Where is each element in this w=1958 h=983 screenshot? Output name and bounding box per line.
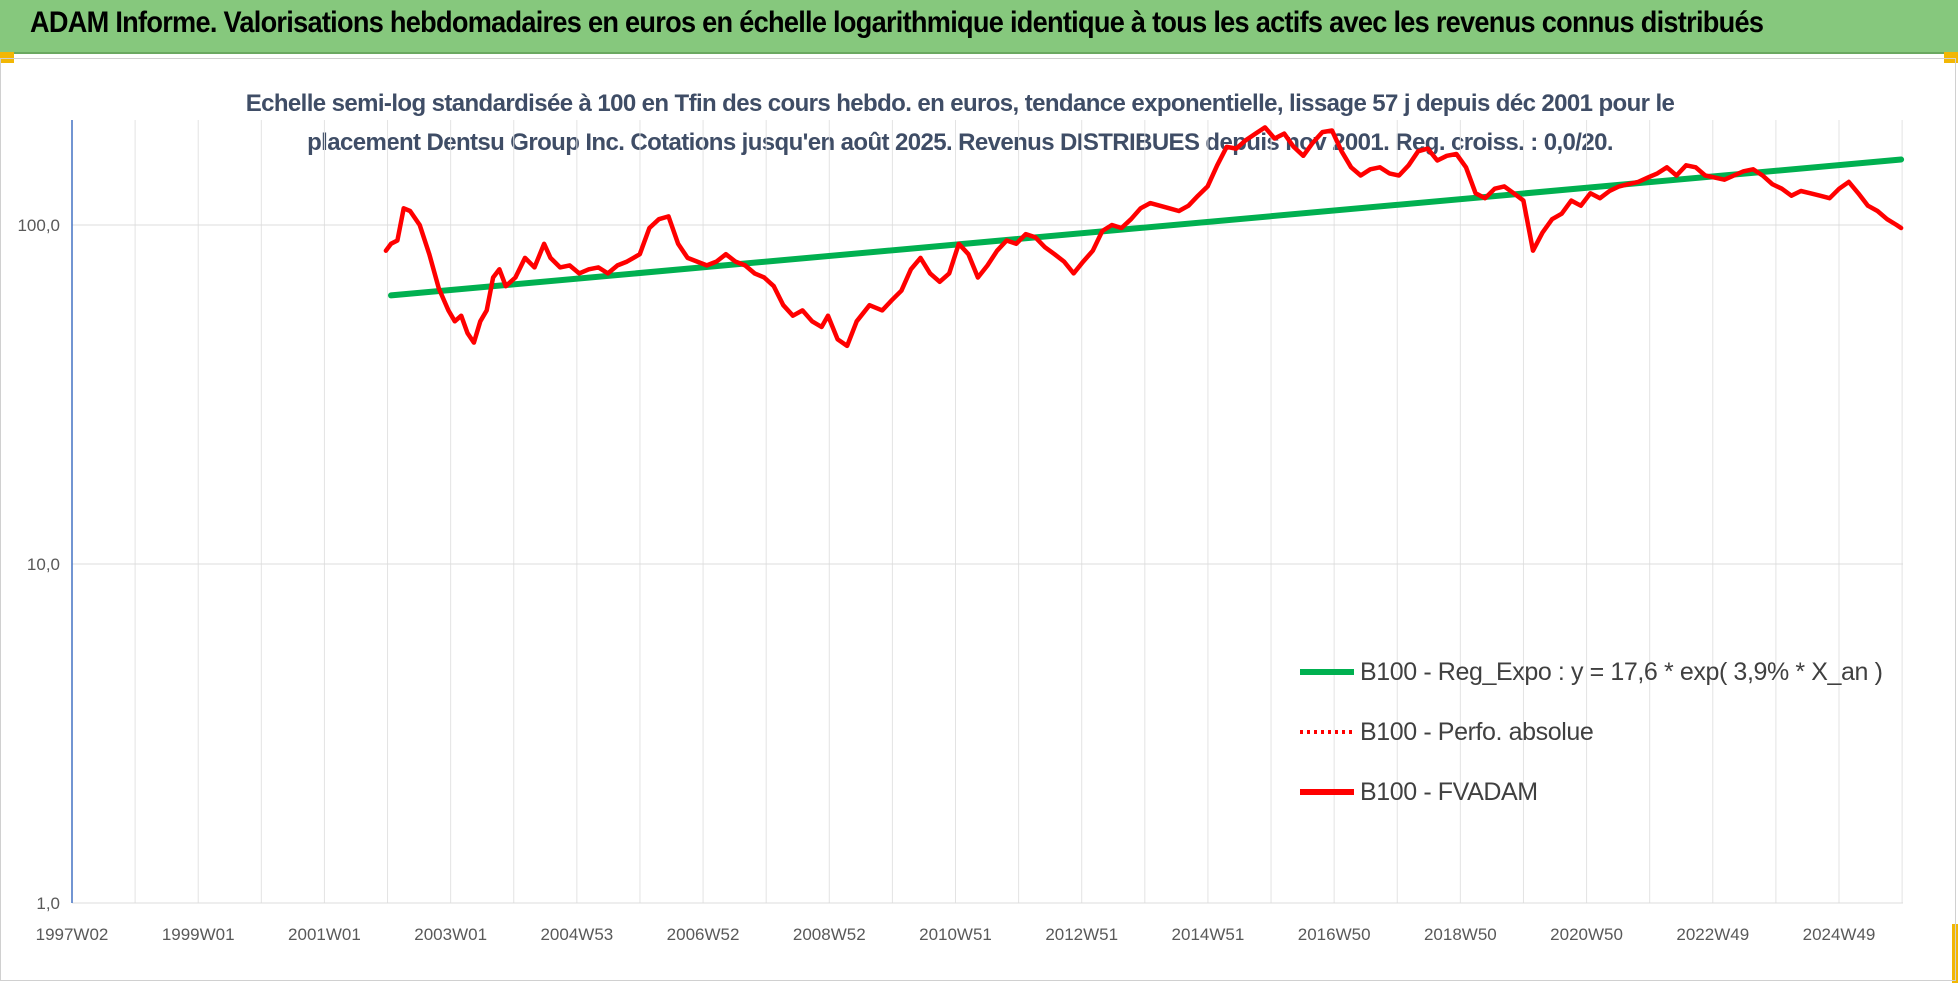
chart-subtitle: Echelle semi-log standardisée à 100 en T… (150, 84, 1770, 162)
x-tick-label: 2008W52 (793, 925, 866, 944)
title-bar: ADAM Informe. Valorisations hebdomadaire… (0, 0, 1958, 54)
corner-marker-top-right (1944, 52, 1958, 63)
legend-label-regression: B100 - Reg_Expo : y = 17,6 * exp( 3,9% *… (1360, 658, 1883, 686)
x-tick-label: 2004W53 (540, 925, 613, 944)
chart-subtitle-line-2: placement Dentsu Group Inc. Cotations ju… (307, 129, 1613, 156)
y-tick-label: 100,0 (17, 216, 60, 235)
x-tick-label: 2016W50 (1298, 925, 1371, 944)
legend-item-regression: B100 - Reg_Expo : y = 17,6 * exp( 3,9% *… (1298, 650, 1883, 710)
x-tick-label: 2014W51 (1172, 925, 1245, 944)
x-tick-label: 2024W49 (1803, 925, 1876, 944)
y-tick-label: 10,0 (27, 555, 60, 574)
legend-label-fvadam: B100 - FVADAM (1360, 778, 1538, 806)
fvadam-series-line (383, 125, 1904, 349)
page-title: ADAM Informe. Valorisations hebdomadaire… (30, 6, 1764, 39)
regression-line (388, 156, 1905, 299)
x-tick-label: 2003W01 (414, 925, 487, 944)
x-tick-label: 1997W02 (36, 925, 109, 944)
legend-item-perfo: B100 - Perfo. absolue (1298, 710, 1858, 770)
legend-label-perfo: B100 - Perfo. absolue (1360, 718, 1594, 746)
x-tick-label: 2001W01 (288, 925, 361, 944)
chart-frame (0, 58, 1956, 981)
x-tick-label: 2022W49 (1676, 925, 1749, 944)
legend-item-fvadam: B100 - FVADAM (1298, 770, 1858, 830)
chart-legend: B100 - Reg_Expo : y = 17,6 * exp( 3,9% *… (1298, 650, 1883, 830)
x-tick-label: 2018W50 (1424, 925, 1497, 944)
x-tick-label: 2020W50 (1550, 925, 1623, 944)
chart-subtitle-line-1: Echelle semi-log standardisée à 100 en T… (245, 90, 1675, 117)
x-tick-label: 2006W52 (667, 925, 740, 944)
y-tick-label: 1,0 (36, 894, 60, 913)
x-tick-label: 1999W01 (162, 925, 235, 944)
x-tick-label: 2010W51 (919, 925, 992, 944)
corner-marker-top-left (0, 52, 14, 63)
x-tick-label: 2012W51 (1045, 925, 1118, 944)
